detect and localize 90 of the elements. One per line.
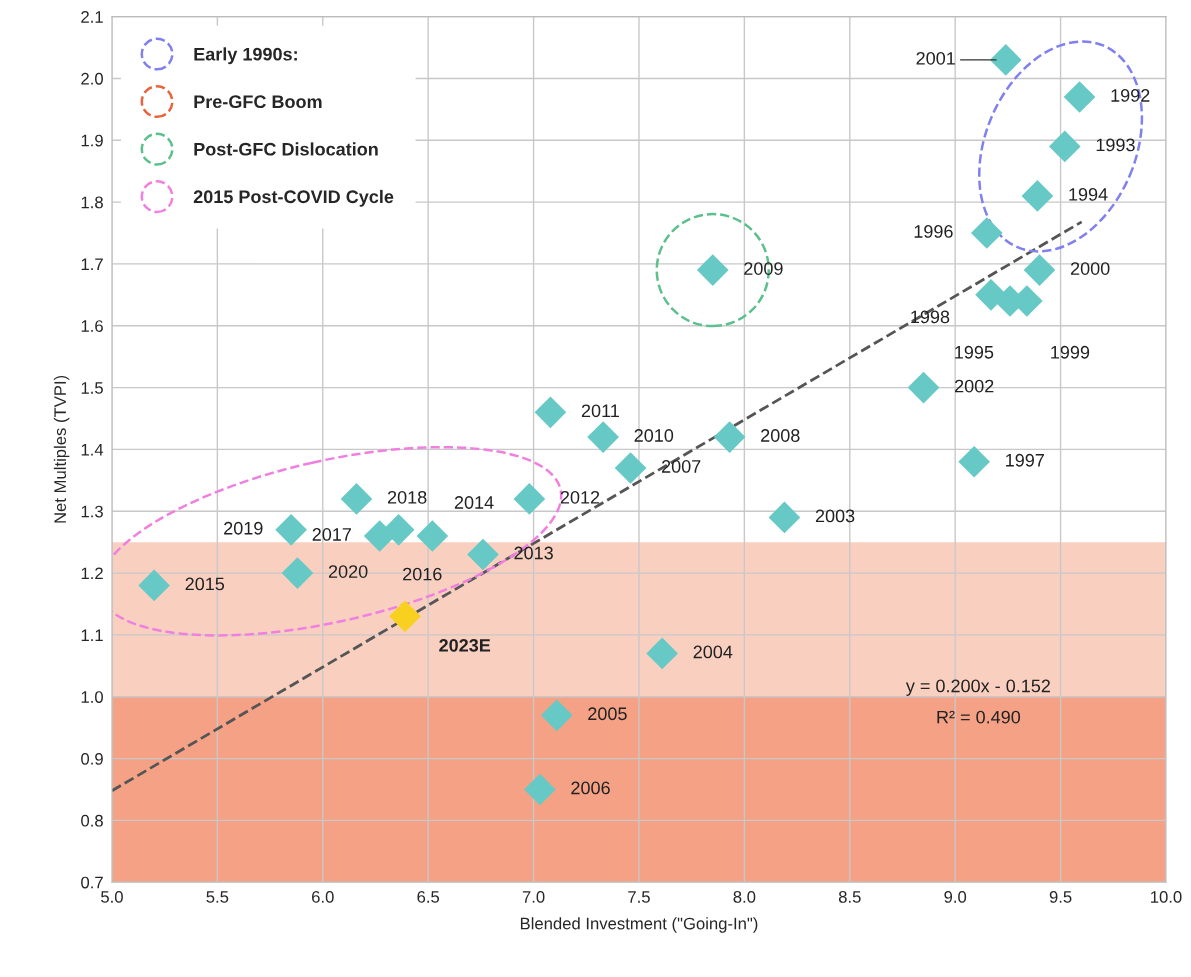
point (1063, 81, 1096, 113)
point (1023, 254, 1056, 286)
annotation: 2010 (634, 429, 674, 442)
legend-label: Pre-GFC Boom (194, 95, 322, 109)
annotation: 2008 (761, 429, 800, 442)
point (340, 483, 373, 515)
y-tick-label: 1.7 (81, 258, 103, 270)
point (389, 600, 421, 633)
y-tick-label: 1.8 (81, 196, 103, 209)
annotation: R² = 0.490 (937, 710, 1021, 724)
point (540, 699, 573, 732)
point (1048, 130, 1081, 163)
point (281, 557, 314, 589)
annotation: 1992 (1111, 89, 1150, 102)
annotation: 2018 (387, 490, 427, 504)
annotation: 2002 (955, 379, 994, 393)
point (646, 637, 678, 670)
point (958, 445, 990, 478)
point (467, 538, 499, 571)
x-tick-label: 8.5 (838, 891, 861, 903)
annotation: 2023E (439, 638, 491, 652)
x-tick-label: 6.0 (312, 891, 334, 903)
annotation: 1996 (914, 225, 953, 238)
annotation: 2020 (328, 565, 368, 578)
point (713, 421, 746, 453)
annotation: 1997 (1006, 453, 1044, 467)
annotation: 2015 (185, 577, 225, 591)
annotation: 2013 (514, 546, 553, 560)
annotation: 2016 (403, 567, 442, 581)
x-tick-label: 7.0 (522, 891, 545, 903)
y-tick-label: 0.9 (81, 752, 103, 765)
y-tick-label: 1.1 (81, 629, 103, 641)
y-tick-label: 1.3 (81, 505, 103, 518)
point (363, 520, 396, 552)
annotation: 2001 (916, 51, 955, 65)
annotation: 2007 (662, 460, 701, 473)
annotation: 2019 (224, 521, 263, 535)
point (975, 279, 1007, 311)
annotation: 1995 (955, 345, 994, 359)
point (534, 396, 567, 429)
y-tick-label: 1.9 (81, 134, 103, 147)
x-tick-label: 10.0 (1151, 891, 1182, 903)
y-tick-label: 1.4 (81, 443, 104, 456)
point (1021, 180, 1054, 212)
annotation: 2011 (581, 404, 619, 418)
y-axis-title: Net Multiples (TVPI) (53, 375, 70, 523)
legend-label: 2015 Post-COVID Cycle (193, 189, 394, 207)
y-tick-label: 1.5 (81, 382, 103, 394)
y-tick-label: 2.0 (81, 72, 103, 85)
point (524, 773, 556, 806)
annotation: 2014 (454, 496, 494, 509)
legend-label: Post-GFC Dislocation (194, 142, 378, 156)
point (275, 513, 307, 546)
point (416, 520, 449, 552)
point (614, 452, 647, 484)
annotation: 1998 (911, 310, 950, 324)
annotation: 2003 (815, 509, 855, 523)
annotation: 1999 (1051, 345, 1090, 359)
annotation: 2009 (744, 262, 783, 275)
y-tick-label: 1.2 (81, 567, 103, 580)
x-tick-label: 8.0 (733, 891, 756, 903)
x-tick-label: 9.5 (1049, 891, 1072, 903)
x-axis-title: Blended Investment ("Going-In") (520, 917, 758, 933)
x-tick-label: 7.5 (628, 891, 650, 903)
x-tick-label: 9.0 (944, 891, 967, 903)
y-tick-label: 0.7 (81, 876, 103, 889)
annotation: 2005 (588, 707, 627, 721)
annotation: 2017 (312, 528, 351, 541)
annotation: 1994 (1069, 187, 1108, 201)
x-tick-label: 5.0 (101, 891, 123, 903)
point (989, 44, 1022, 76)
y-tick-label: 2.1 (81, 11, 103, 23)
point (768, 501, 801, 534)
point (513, 483, 546, 515)
point (138, 569, 170, 602)
y-tick-label: 1.6 (81, 320, 103, 332)
point (907, 371, 940, 404)
annotation: 1993 (1096, 138, 1135, 152)
annotation: 2012 (560, 490, 600, 504)
y-tick-label: 0.8 (81, 814, 103, 827)
legend-label: Early 1990s: (194, 47, 297, 65)
x-tick-label: 6.5 (417, 891, 440, 903)
annotation: 2006 (571, 781, 610, 795)
x-tick-label: 5.5 (206, 891, 229, 903)
annotation: 2004 (693, 645, 733, 659)
annotation: y = 0.200x - 0.152 (905, 679, 1050, 696)
point (970, 217, 1003, 249)
annotation: 2000 (1070, 262, 1110, 275)
point (587, 421, 619, 453)
y-tick-label: 1.0 (81, 691, 103, 703)
